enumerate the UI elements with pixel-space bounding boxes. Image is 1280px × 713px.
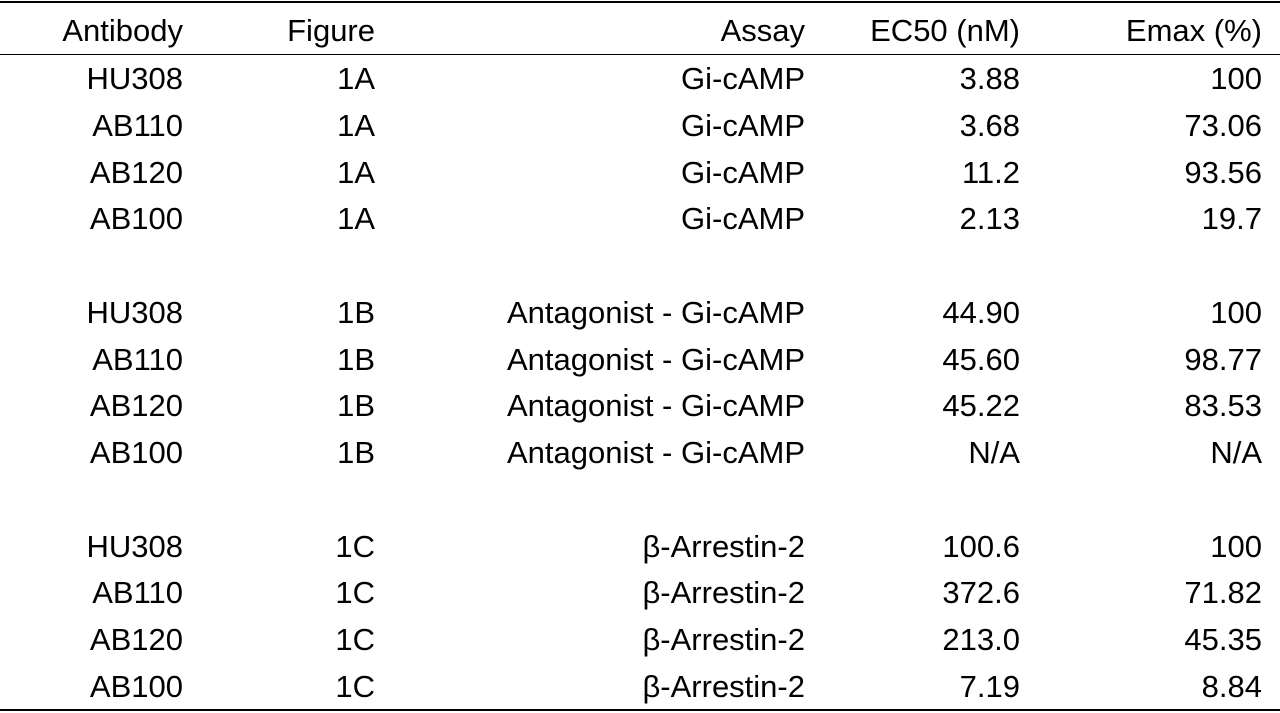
emax-cell: 83.53 [1184, 388, 1262, 424]
antibody-cell: AB120 [89, 388, 183, 424]
emax-cell: 100 [1210, 61, 1262, 96]
top-rule [0, 1, 1280, 3]
ec50-cell: 7.19 [959, 668, 1020, 704]
assay-cell: Gi-cAMP [681, 154, 805, 190]
figure-cell: 1A [337, 154, 375, 190]
figure-cell: 1B [337, 341, 375, 377]
assay-cell: Gi-cAMP [681, 201, 805, 237]
antibody-cell: AB110 [92, 107, 183, 143]
emax-cell: 93.56 [1184, 154, 1262, 190]
emax-cell: 71.82 [1184, 575, 1262, 611]
antibody-cell: AB120 [89, 154, 183, 190]
antibody-cell: HU308 [86, 294, 184, 330]
assay-cell: β-Arrestin-2 [642, 528, 805, 564]
assay-cell: Antagonist - Gi-cAMP [506, 388, 805, 424]
figure-cell: 1B [337, 435, 375, 470]
antibody-cell: AB110 [92, 575, 183, 611]
antibody-cell: HU308 [86, 528, 184, 564]
assay-cell: β-Arrestin-2 [642, 622, 805, 657]
figure-cell: 1A [337, 201, 375, 237]
emax-cell: N/A [1210, 435, 1262, 470]
figure-cell: 1B [337, 294, 375, 330]
ec50-cell: 3.88 [959, 61, 1020, 96]
figure-cell: 1C [335, 528, 375, 564]
antibody-cell: AB100 [89, 435, 183, 470]
ec50-cell: 45.22 [942, 388, 1020, 424]
antibody-cell: AB120 [89, 622, 183, 657]
figure-cell: 1A [337, 61, 375, 96]
column-header: Antibody [62, 13, 183, 48]
antibody-cell: AB100 [89, 201, 183, 237]
figure-cell: 1A [337, 107, 375, 143]
emax-cell: 19.7 [1201, 201, 1262, 237]
column-header: EC50 (nM) [870, 13, 1020, 48]
figure-cell: 1C [335, 622, 375, 657]
column-header: Figure [287, 13, 375, 48]
assay-cell: Antagonist - Gi-cAMP [506, 341, 805, 377]
emax-cell: 98.77 [1184, 341, 1262, 377]
ec50-cell: N/A [968, 435, 1020, 470]
figure-cell: 1B [337, 388, 375, 424]
assay-cell: Antagonist - Gi-cAMP [506, 435, 805, 470]
ec50-cell: 11.2 [961, 154, 1020, 190]
antibody-cell: AB100 [89, 668, 183, 704]
emax-cell: 45.35 [1184, 622, 1262, 657]
antibody-cell: AB110 [92, 341, 183, 377]
assay-cell: β-Arrestin-2 [642, 575, 805, 611]
ec50-cell: 45.60 [942, 341, 1020, 377]
ec50-cell: 2.13 [959, 201, 1020, 237]
emax-cell: 8.84 [1201, 668, 1262, 704]
figure-cell: 1C [335, 668, 375, 704]
emax-cell: 100 [1210, 294, 1262, 330]
figure-cell: 1C [335, 575, 375, 611]
assay-cell: Gi-cAMP [681, 61, 805, 96]
emax-cell: 73.06 [1184, 107, 1262, 143]
header-rule [0, 54, 1280, 55]
ec50-cell: 213.0 [942, 622, 1020, 657]
column-header: Emax (%) [1125, 13, 1262, 48]
ec50-cell: 44.90 [942, 294, 1020, 330]
assay-cell: β-Arrestin-2 [642, 668, 805, 704]
ec50-cell: 3.68 [959, 107, 1020, 143]
assay-cell: Gi-cAMP [681, 107, 805, 143]
ec50-cell: 100.6 [942, 528, 1020, 564]
column-header: Assay [720, 13, 805, 48]
emax-cell: 100 [1210, 528, 1262, 564]
ec50-cell: 372.6 [942, 575, 1020, 611]
bottom-rule [0, 709, 1280, 711]
antibody-cell: HU308 [86, 61, 184, 96]
assay-cell: Antagonist - Gi-cAMP [506, 294, 805, 330]
